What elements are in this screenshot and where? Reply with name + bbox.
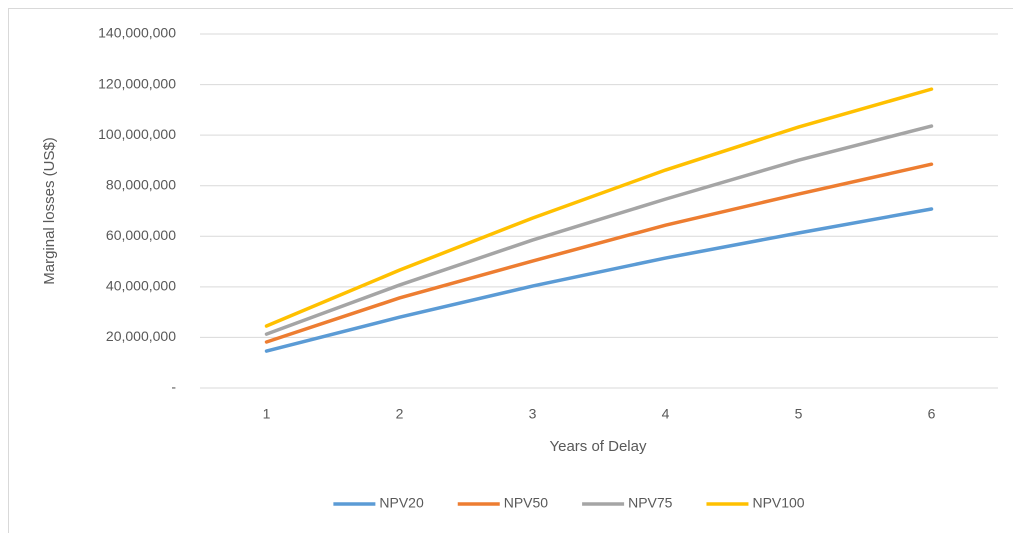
y-tick-label: 80,000,000 [106, 176, 176, 192]
legend-label: NPV75 [628, 495, 673, 511]
data-line [264, 87, 934, 328]
y-tick-label: 140,000,000 [98, 25, 176, 41]
legend-label: NPV100 [752, 495, 804, 511]
x-tick-label: 2 [396, 406, 404, 422]
y-tick-label: - [171, 379, 176, 395]
y-tick-label: 100,000,000 [98, 126, 176, 142]
chart-frame [8, 8, 1013, 533]
x-tick-label: 1 [263, 406, 271, 422]
x-tick-label: 3 [529, 406, 537, 422]
data-line [264, 124, 934, 336]
data-line [264, 207, 934, 353]
y-tick-label: 120,000,000 [98, 75, 176, 91]
legend-label: NPV20 [379, 495, 424, 511]
y-tick-label: 20,000,000 [106, 328, 176, 344]
x-tick-label: 4 [662, 406, 670, 422]
y-tick-label: 60,000,000 [106, 227, 176, 243]
x-axis-label: Years of Delay [549, 438, 647, 455]
data-line [264, 162, 934, 344]
y-axis-label: Marginal losses (US$) [41, 137, 58, 285]
x-tick-label: 6 [928, 406, 936, 422]
x-tick-label: 5 [795, 406, 803, 422]
y-tick-label: 40,000,000 [106, 278, 176, 294]
legend-label: NPV50 [504, 495, 549, 511]
